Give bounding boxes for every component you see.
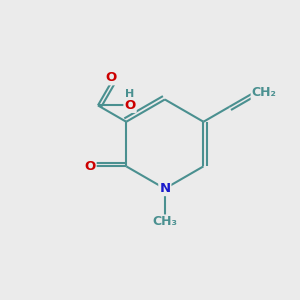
Text: O: O [106,71,117,84]
Text: N: N [159,182,170,195]
Text: O: O [124,99,136,112]
Text: CH₃: CH₃ [152,215,177,228]
Text: O: O [84,160,96,173]
Text: H: H [125,89,135,99]
Text: CH₂: CH₂ [252,86,277,99]
